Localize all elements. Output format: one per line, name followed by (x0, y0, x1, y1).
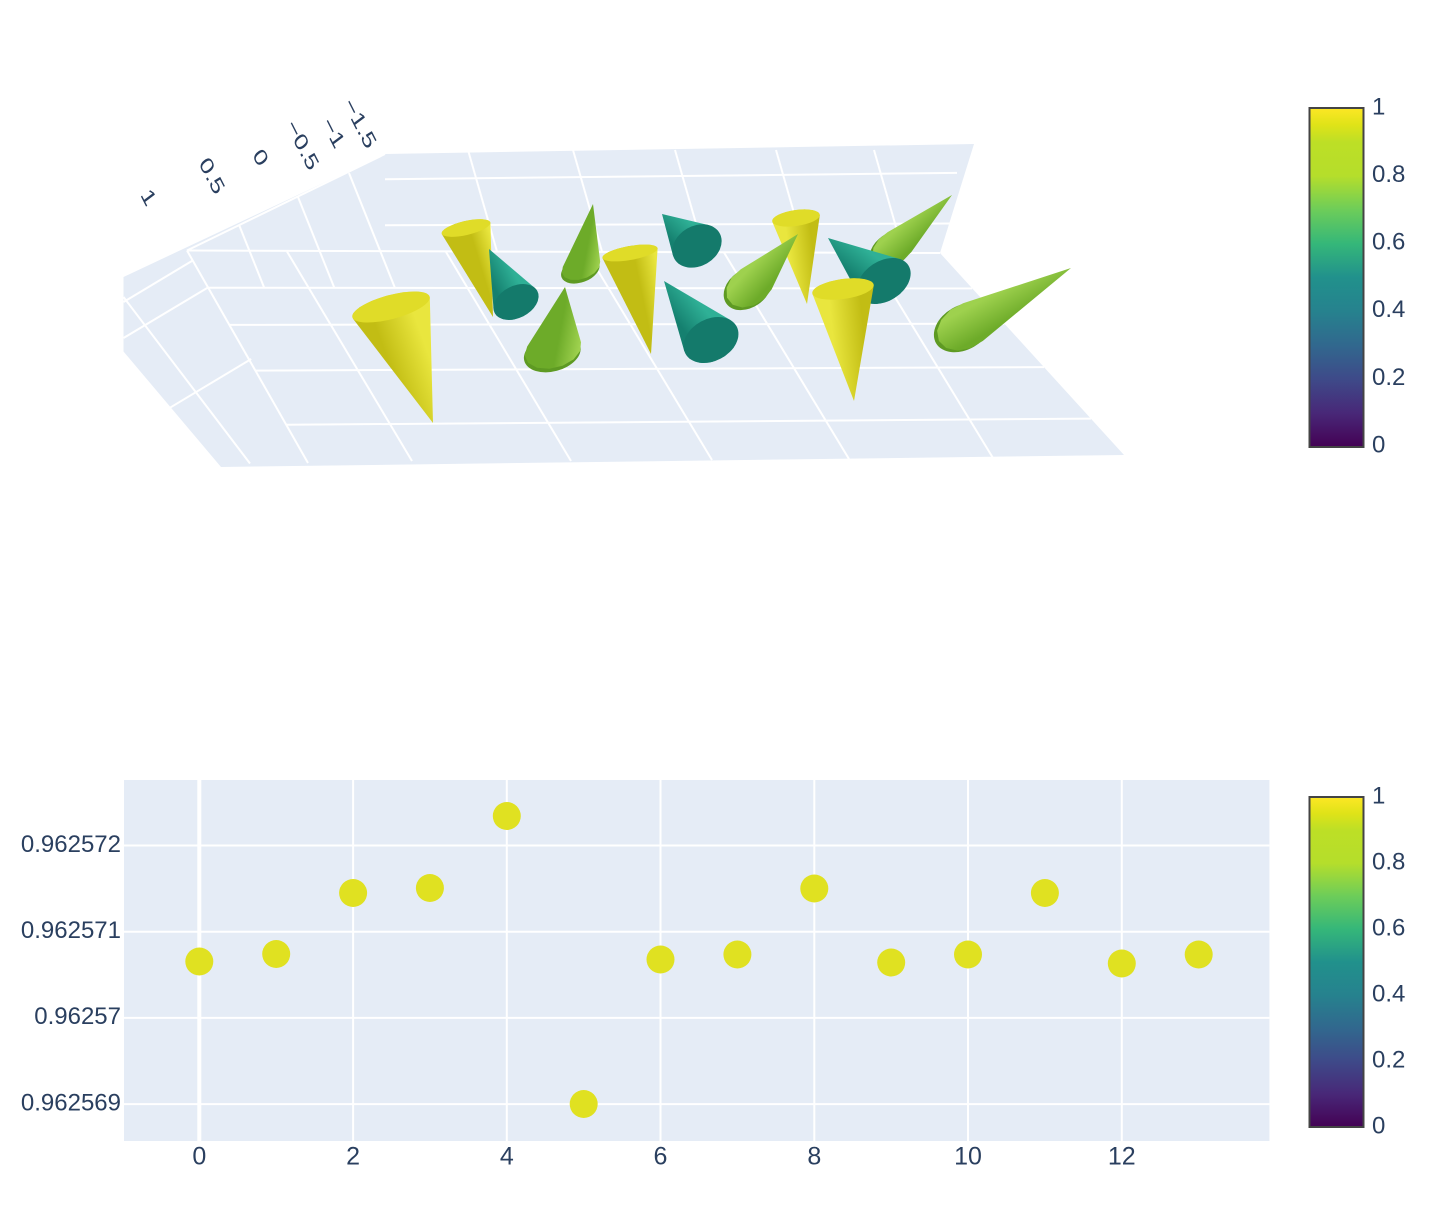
svg-text:0.962572: 0.962572 (21, 831, 121, 858)
svg-text:0.6: 0.6 (1372, 229, 1405, 256)
svg-text:1: 1 (1372, 93, 1385, 120)
svg-text:0.96257: 0.96257 (34, 1003, 121, 1030)
svg-text:2: 2 (346, 1143, 360, 1171)
svg-text:0.962569: 0.962569 (21, 1089, 121, 1116)
svg-text:1: 1 (1372, 782, 1385, 809)
svg-text:0.4: 0.4 (1372, 980, 1405, 1007)
svg-text:0.962571: 0.962571 (21, 917, 121, 944)
svg-text:10: 10 (954, 1143, 982, 1171)
svg-text:0: 0 (1372, 432, 1385, 459)
svg-text:0.2: 0.2 (1372, 1046, 1405, 1073)
svg-text:0.6: 0.6 (1372, 914, 1405, 941)
svg-text:0: 0 (192, 1143, 206, 1171)
svg-text:6: 6 (654, 1143, 668, 1171)
svg-text:8: 8 (807, 1143, 821, 1171)
svg-text:12: 12 (1108, 1143, 1136, 1171)
svg-text:0.4: 0.4 (1372, 296, 1405, 323)
svg-text:4: 4 (500, 1143, 514, 1171)
svg-text:0.8: 0.8 (1372, 161, 1405, 188)
svg-text:0: 0 (1372, 1112, 1385, 1139)
svg-text:0.2: 0.2 (1372, 364, 1405, 391)
svg-text:0.8: 0.8 (1372, 848, 1405, 875)
